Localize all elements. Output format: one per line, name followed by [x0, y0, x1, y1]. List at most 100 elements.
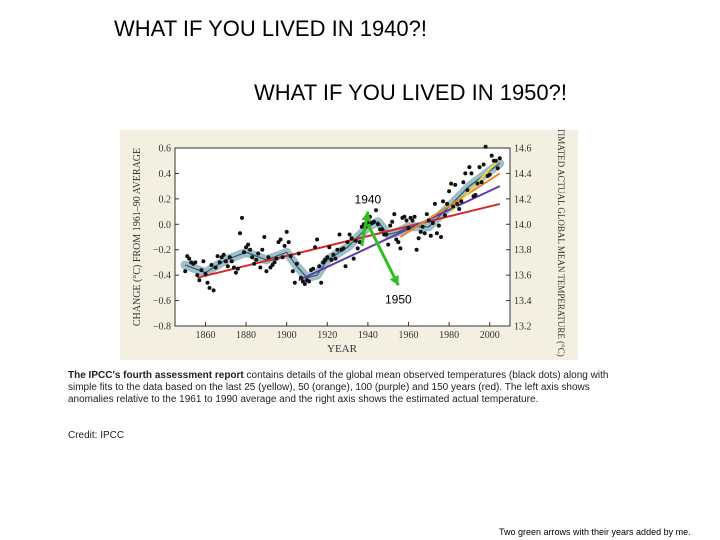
- data-point: [479, 180, 484, 185]
- data-point: [345, 240, 350, 245]
- data-point: [327, 245, 332, 250]
- data-point: [203, 271, 208, 276]
- headline-1950: WHAT IF YOU LIVED IN 1950?!: [254, 80, 567, 105]
- fit-line-50-years: [399, 172, 501, 238]
- data-point: [404, 218, 409, 223]
- data-point: [215, 254, 220, 259]
- temperature-chart: 1860 1880 1900 1920 1940 1960 1980 2000 0.6 0.4 0.…: [120, 130, 578, 360]
- data-point: [420, 224, 425, 229]
- caption-text: contains details of the global mean obse…: [68, 370, 609, 405]
- data-point: [187, 256, 192, 261]
- data-point: [183, 269, 188, 274]
- data-point: [264, 269, 269, 274]
- y-tick-label: −0.8: [153, 322, 171, 333]
- data-point: [428, 233, 433, 238]
- x-tick-label: 1880: [236, 330, 256, 341]
- plot-area: [174, 147, 511, 327]
- data-point: [231, 265, 236, 270]
- data-point: [250, 255, 255, 260]
- data-point: [430, 221, 435, 225]
- data-point: [201, 259, 206, 264]
- data-point: [497, 156, 502, 161]
- data-point: [465, 188, 470, 192]
- y2-tick-label: 14.4: [514, 169, 532, 180]
- data-point: [246, 242, 251, 247]
- data-point: [296, 251, 301, 256]
- fit-line-25-years: [450, 157, 501, 213]
- data-point: [457, 207, 462, 211]
- data-point: [495, 166, 500, 171]
- data-point: [209, 263, 214, 267]
- data-point: [477, 165, 482, 170]
- data-point: [489, 153, 494, 158]
- data-point: [434, 231, 439, 236]
- data-point: [493, 158, 498, 163]
- y-tick-label: −0.4: [153, 271, 171, 282]
- data-point: [207, 285, 212, 290]
- x-tick-label: 1860: [195, 330, 215, 341]
- data-point: [252, 261, 257, 266]
- data-point: [315, 237, 320, 242]
- arrow-head-1950: [389, 275, 399, 286]
- data-point: [292, 280, 297, 285]
- y2-tick-label: 13.4: [514, 296, 532, 307]
- data-point: [242, 250, 246, 255]
- y-tick-label: 0.0: [159, 220, 172, 231]
- data-point: [225, 264, 230, 269]
- data-point: [398, 246, 403, 251]
- data-point: [349, 236, 354, 241]
- fit-line-100-years: [298, 185, 501, 282]
- x-tick-label: 1980: [439, 330, 459, 341]
- data-point: [372, 219, 376, 224]
- y2-axis-label: ESTIMATED ACTUAL GLOBAL MEAN TEMPERATURE…: [556, 130, 566, 357]
- y-tick-label: −0.6: [153, 296, 171, 307]
- data-point: [422, 231, 427, 236]
- data-point: [280, 255, 285, 260]
- data-point: [258, 265, 263, 270]
- data-point: [388, 223, 393, 228]
- data-point: [213, 265, 218, 270]
- data-point: [298, 275, 303, 280]
- data-point: [262, 235, 267, 239]
- data-point: [302, 282, 307, 286]
- data-point: [481, 162, 486, 167]
- data-point: [426, 218, 431, 223]
- figure-caption: The IPCC's fourth assessment report cont…: [68, 370, 636, 406]
- x-tick-label: 1900: [277, 330, 297, 341]
- data-point: [274, 256, 279, 261]
- data-point: [414, 247, 419, 252]
- data-point: [347, 232, 352, 237]
- data-point: [483, 144, 488, 149]
- y2-tick-label: 13.2: [514, 322, 532, 333]
- x-tick-label: 1940: [358, 330, 378, 341]
- data-point: [288, 254, 293, 259]
- caption-lead: The IPCC's fourth assessment report: [68, 370, 244, 381]
- data-point: [205, 280, 210, 285]
- data-point: [424, 212, 429, 217]
- data-point: [392, 212, 397, 217]
- data-point: [473, 193, 478, 197]
- data-point: [329, 257, 334, 262]
- data-point: [402, 214, 407, 219]
- y-tick-label: 0.2: [159, 194, 172, 205]
- data-point: [197, 278, 202, 283]
- y2-tick-label: 14.0: [514, 220, 532, 231]
- y-tick-label: 0.6: [159, 144, 172, 155]
- data-point: [459, 199, 464, 204]
- x-axis-label: YEAR: [327, 343, 358, 355]
- x-tick-label: 1960: [398, 330, 418, 341]
- data-point: [272, 260, 277, 265]
- data-point: [284, 229, 289, 234]
- data-point: [469, 171, 474, 176]
- data-point: [193, 260, 198, 265]
- data-point: [233, 270, 238, 275]
- arrow-label-1940: 1940: [355, 193, 382, 207]
- data-point: [443, 213, 447, 218]
- data-point: [294, 261, 299, 266]
- data-point: [355, 246, 360, 251]
- data-point: [374, 208, 378, 213]
- data-point: [463, 171, 468, 176]
- data-point: [195, 273, 200, 278]
- data-point: [436, 223, 441, 228]
- data-point: [266, 255, 271, 260]
